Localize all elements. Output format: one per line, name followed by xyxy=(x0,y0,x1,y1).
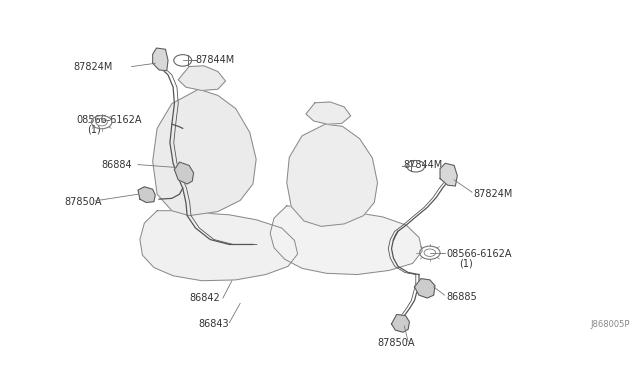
Polygon shape xyxy=(138,187,156,202)
Polygon shape xyxy=(440,163,458,186)
Polygon shape xyxy=(392,314,410,332)
Text: 86885: 86885 xyxy=(447,292,477,302)
Text: 86843: 86843 xyxy=(198,319,229,329)
Text: 86884: 86884 xyxy=(102,160,132,170)
Polygon shape xyxy=(153,48,168,71)
Text: (1): (1) xyxy=(460,258,473,268)
Polygon shape xyxy=(287,124,378,226)
Text: 87824M: 87824M xyxy=(73,62,113,71)
Polygon shape xyxy=(178,66,225,90)
Text: 87824M: 87824M xyxy=(473,189,513,199)
Text: (1): (1) xyxy=(87,124,100,134)
Polygon shape xyxy=(174,162,193,184)
Polygon shape xyxy=(140,211,298,281)
Text: 87844M: 87844M xyxy=(195,55,235,65)
Polygon shape xyxy=(306,102,351,124)
Text: J868005P: J868005P xyxy=(590,320,630,329)
Text: 08566-6162A: 08566-6162A xyxy=(76,115,141,125)
Polygon shape xyxy=(415,279,435,298)
Text: 87844M: 87844M xyxy=(403,160,442,170)
Text: 08566-6162A: 08566-6162A xyxy=(447,249,512,259)
Text: 87850A: 87850A xyxy=(65,198,102,208)
Text: 87850A: 87850A xyxy=(378,338,415,348)
Polygon shape xyxy=(153,89,256,216)
Text: 86842: 86842 xyxy=(189,293,220,303)
Polygon shape xyxy=(270,206,422,275)
